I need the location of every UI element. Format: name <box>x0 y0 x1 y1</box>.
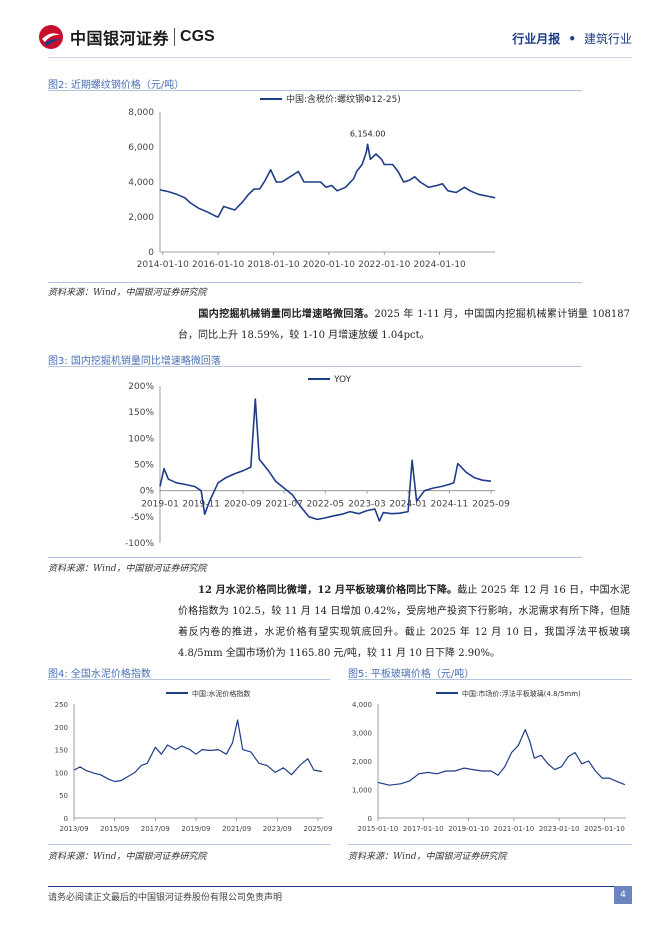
header-divider <box>48 57 632 58</box>
y-tick-label: 2,000 <box>352 758 372 766</box>
brand-separator <box>174 28 176 46</box>
x-tick-label: 2019-01-10 <box>448 825 489 833</box>
fig5-rule <box>348 679 632 680</box>
y-tick-label: 6,000 <box>128 143 154 153</box>
y-tick-label: 50 <box>59 792 68 800</box>
x-tick-label: 2015/09 <box>100 825 129 833</box>
fig2-source: 资料来源：Wind，中国银河证券研究院 <box>48 288 207 298</box>
y-tick-label: 0% <box>140 487 155 497</box>
rebar-price-chart: 0 2,000 4,000 6,000 8,000 2014-01-10 2016-01-1… <box>128 93 496 270</box>
fig5-bottom-rule <box>348 844 632 845</box>
paragraph-cement-glass: 12 月水泥价格同比微增，12 月平板玻璃价格同比下降。截止 2025 年 12… <box>178 580 630 664</box>
y-tick-label: 0 <box>148 248 154 258</box>
legend-label: 中国:含税价:螺纹钢Φ12-25) <box>286 93 401 105</box>
x-tick-label: 2019/09 <box>181 825 210 833</box>
peak-annotation: 6,154.00 <box>350 129 386 138</box>
brand-logo: 中国银河证券 CGS <box>38 22 215 52</box>
x-tick-label: 2025-09 <box>472 500 510 510</box>
glass-price-chart: 0 1,000 2,000 3,000 4,000 2015-01-10 2017-01-1… <box>352 689 626 833</box>
legend-label: 中国:水泥价格指数 <box>192 689 250 698</box>
fig4-source: 资料来源：Wind，中国银河证券研究院 <box>48 852 207 862</box>
paragraph-excavator-body: 2025 年 1-11 月，中国国内挖掘机械累计销量 108187 台，同比上升… <box>178 309 630 341</box>
y-tick-label: -100% <box>125 539 154 549</box>
fig4-rule <box>48 679 330 680</box>
y-tick-label: 0 <box>64 815 68 823</box>
x-tick-label: 2024-11 <box>431 500 469 510</box>
x-tick-label: 2021-01-10 <box>494 825 535 833</box>
series-line <box>159 143 496 218</box>
series-line <box>377 729 626 786</box>
series-line <box>73 719 323 783</box>
footer-disclaimer: 请务必阅读正文最后的中国银河证券股份有限公司免责声明 <box>48 893 283 903</box>
x-tick-label: 2020-01-10 <box>303 260 356 270</box>
y-tick-label: 150 <box>55 747 68 755</box>
y-tick-label: -50% <box>131 513 155 523</box>
y-tick-label: 0 <box>368 815 372 823</box>
legend-label: YOY <box>333 375 352 385</box>
y-tick-label: 4,000 <box>128 178 154 188</box>
x-tick-label: 2021-07 <box>265 500 303 510</box>
y-tick-label: 8,000 <box>128 108 154 118</box>
industry-name: 建筑行业 <box>583 32 632 46</box>
fig4-bottom-rule <box>48 844 330 845</box>
legend-label: 中国:市场价:浮法平板玻璃(4.8/5mm) <box>462 689 581 698</box>
x-tick-label: 2019-01 <box>141 500 179 510</box>
fig5-title: 图5: 平板玻璃价格（元/吨） <box>348 669 475 680</box>
y-tick-label: 1,000 <box>352 787 372 795</box>
x-tick-label: 2022-01-10 <box>358 260 411 270</box>
brand-name: 中国银河证券 <box>70 29 170 48</box>
y-tick-label: 4,000 <box>352 701 372 709</box>
report-type: 行业月报 <box>512 32 561 46</box>
cement-index-chart: 0 50 100 150 200 250 2013/09 2015/09 2017/09 2019… <box>55 689 333 833</box>
fig2-bottom-rule <box>48 282 582 283</box>
excavator-yoy-chart: -100% -50% 0% 50% 100% 150% 200% 2019-01 2019-11… <box>125 375 510 549</box>
fig4-title: 图4: 全国水泥价格指数 <box>48 669 151 680</box>
y-tick-label: 100 <box>55 769 68 777</box>
cgs-logo-icon <box>39 25 63 49</box>
y-tick-label: 250 <box>55 701 68 709</box>
y-tick-label: 3,000 <box>352 730 372 738</box>
y-tick-label: 200 <box>55 724 68 732</box>
x-tick-label: 2016-01-10 <box>192 260 245 270</box>
y-tick-label: 200% <box>128 382 154 392</box>
x-tick-label: 2025-01-10 <box>584 825 625 833</box>
x-tick-label: 2017-01-10 <box>403 825 444 833</box>
x-tick-label: 2020-09 <box>224 500 262 510</box>
fig5-source: 资料来源：Wind，中国银河证券研究院 <box>348 852 507 862</box>
report-header: 行业月报 • 建筑行业 <box>512 30 632 47</box>
brand-name-en: CGS <box>180 28 215 45</box>
header-dot: • <box>568 32 576 46</box>
paragraph-excavator: 国内挖掘机械销量同比增速略微回落。2025 年 1-11 月，中国国内挖掘机械累… <box>178 304 630 346</box>
fig3-title: 图3: 国内挖掘机销量同比增速略微回落 <box>48 356 221 367</box>
y-tick-label: 100% <box>128 434 154 444</box>
x-tick-label: 2021/09 <box>222 825 251 833</box>
x-tick-label: 2013/09 <box>59 825 88 833</box>
x-tick-label: 2019-11 <box>182 500 220 510</box>
y-tick-label: 50% <box>134 461 154 471</box>
series-line <box>159 398 492 522</box>
x-tick-label: 2015-01-10 <box>358 825 399 833</box>
fig2-title: 图2: 近期螺纹钢价格（元/吨） <box>48 80 185 91</box>
x-tick-label: 2023-01-10 <box>539 825 580 833</box>
y-tick-label: 2,000 <box>128 213 154 223</box>
x-tick-label: 2022-05 <box>306 500 344 510</box>
x-tick-label: 2017/09 <box>141 825 170 833</box>
fig3-bottom-rule <box>48 557 582 558</box>
x-tick-label: 2018-01-10 <box>247 260 300 270</box>
x-tick-label: 2023/09 <box>263 825 292 833</box>
y-tick-label: 150% <box>128 408 154 418</box>
x-tick-label: 2024-01-10 <box>413 260 466 270</box>
x-tick-label: 2025/09 <box>303 825 332 833</box>
fig3-source: 资料来源：Wind，中国银河证券研究院 <box>48 564 207 574</box>
paragraph-cement-glass-body: 截止 2025 年 12 月 16 日，中国水泥价格指数为 102.5，较 11… <box>178 585 630 659</box>
fig2-rule <box>48 90 582 91</box>
footer-divider <box>48 886 632 887</box>
paragraph-excavator-lead: 国内挖掘机械销量同比增速略微回落。 <box>198 309 375 320</box>
fig3-rule <box>48 366 582 367</box>
paragraph-cement-glass-lead: 12 月水泥价格同比微增，12 月平板玻璃价格同比下降。 <box>198 585 458 596</box>
page-number: 4 <box>614 886 632 904</box>
x-tick-label: 2023-03 <box>348 500 386 510</box>
x-tick-label: 2014-01-10 <box>137 260 190 270</box>
